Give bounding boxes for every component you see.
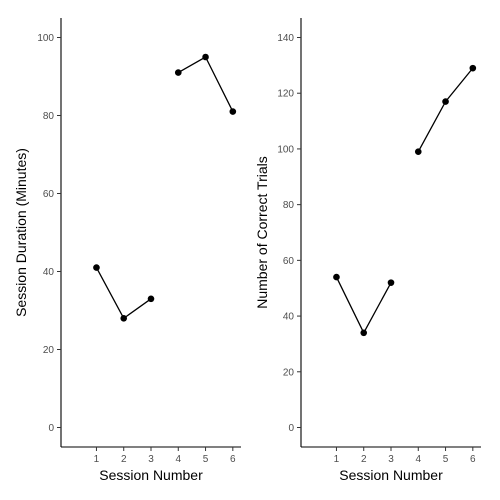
correct-trials-panel: 0 20 40 60 80 100 120 140 1 2 3 4 5 6 Session Number Nu… <box>254 18 481 483</box>
trials-data-point <box>360 329 368 337</box>
trials-x-tick-label: 4 <box>415 454 421 465</box>
trials-x-tick-label: 2 <box>361 454 367 465</box>
trials-y-tick-label: 80 <box>283 200 295 211</box>
duration-x-tick-label: 1 <box>94 454 100 465</box>
trials-data-point <box>414 148 422 156</box>
duration-x-tick-label: 6 <box>230 454 236 465</box>
duration-data-point <box>229 108 237 115</box>
trials-data-point <box>387 279 395 286</box>
trials-y-tick-label: 120 <box>277 89 294 100</box>
duration-data-point <box>93 264 100 271</box>
trials-series-line-1 <box>335 276 392 335</box>
duration-y-tick-label: 60 <box>43 189 55 200</box>
trials-x-tick-label: 3 <box>388 454 394 465</box>
duration-data-point <box>202 53 209 61</box>
duration-y-tick-label: 40 <box>43 267 55 278</box>
duration-data-point <box>174 69 182 76</box>
trials-data-point <box>469 64 477 72</box>
duration-y-tick-label: 20 <box>43 345 55 356</box>
trials-y-tick-label: 40 <box>283 312 295 323</box>
trials-x-tick-label: 6 <box>470 454 476 465</box>
trials-data-point <box>442 98 449 105</box>
trials-y-tick-label: 20 <box>283 367 295 378</box>
duration-y-tick-label: 80 <box>43 111 55 122</box>
duration-x-tick-label: 3 <box>148 454 154 465</box>
duration-x-tick-label: 2 <box>121 454 127 465</box>
trials-y-tick-label: 140 <box>277 33 294 44</box>
duration-x-axis-title: Session Number <box>99 467 203 483</box>
duration-y-axis-title: Session Duration (Minutes) <box>13 148 29 317</box>
trials-x-tick-label: 1 <box>334 454 340 465</box>
trials-y-tick-label: 60 <box>283 256 295 267</box>
duration-x-tick-label: 5 <box>203 454 209 465</box>
trials-y-tick-label: 100 <box>277 144 294 155</box>
duration-panel: 0 20 40 60 80 100 1 2 3 4 5 6 Session Number Session … <box>13 18 241 483</box>
duration-data-point <box>147 295 155 303</box>
trials-y-tick-label: 0 <box>288 423 294 434</box>
duration-y-tick-label: 0 <box>48 423 54 434</box>
duration-x-tick-label: 4 <box>175 454 181 465</box>
trials-y-axis-title: Number of Correct Trials <box>254 156 270 308</box>
trials-data-point <box>333 273 340 281</box>
duration-series-line-1 <box>95 267 152 320</box>
trials-x-tick-label: 5 <box>443 454 449 465</box>
duration-data-point <box>120 315 128 322</box>
duration-y-tick-label: 100 <box>37 33 54 44</box>
trials-x-axis-title: Session Number <box>339 467 443 483</box>
duration-series-line-2 <box>177 56 234 112</box>
trials-series-line-2 <box>417 67 474 153</box>
